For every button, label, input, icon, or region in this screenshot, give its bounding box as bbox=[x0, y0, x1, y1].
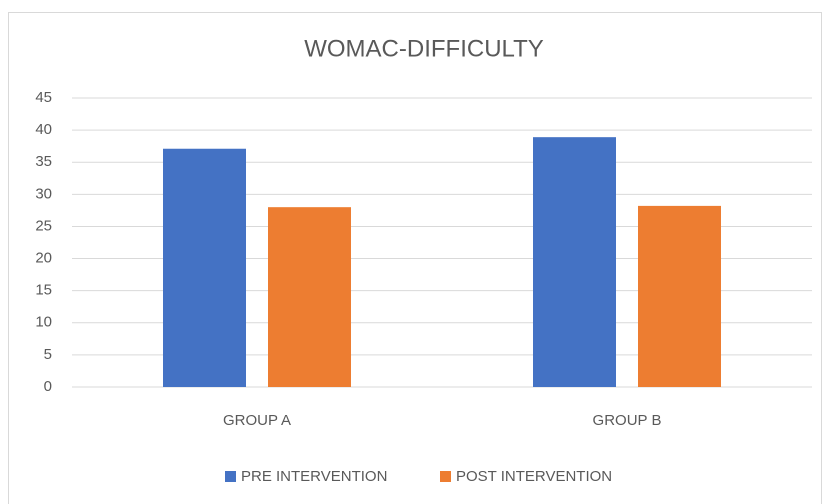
y-tick-label: 10 bbox=[35, 314, 52, 331]
bar bbox=[268, 207, 351, 387]
chart-title: WOMAC-DIFFICULTY bbox=[304, 35, 544, 62]
y-tick-label: 20 bbox=[35, 250, 52, 267]
legend-label: PRE INTERVENTION bbox=[241, 468, 387, 485]
x-tick-label: GROUP A bbox=[223, 412, 291, 429]
y-tick-label: 25 bbox=[35, 217, 52, 234]
bar bbox=[638, 205, 721, 387]
y-tick-label: 35 bbox=[35, 153, 52, 170]
y-tick-label: 30 bbox=[35, 185, 52, 202]
legend-label: POST INTERVENTION bbox=[456, 468, 612, 485]
x-tick-label: GROUP B bbox=[593, 412, 662, 429]
legend-swatch bbox=[225, 471, 236, 482]
y-tick-label: 5 bbox=[44, 346, 52, 363]
bar bbox=[533, 137, 616, 387]
y-tick-label: 0 bbox=[44, 378, 52, 395]
legend-swatch bbox=[440, 471, 451, 482]
bar bbox=[163, 148, 246, 387]
y-tick-label: 40 bbox=[35, 121, 52, 138]
y-tick-label: 45 bbox=[35, 89, 52, 106]
y-tick-label: 15 bbox=[35, 282, 52, 299]
